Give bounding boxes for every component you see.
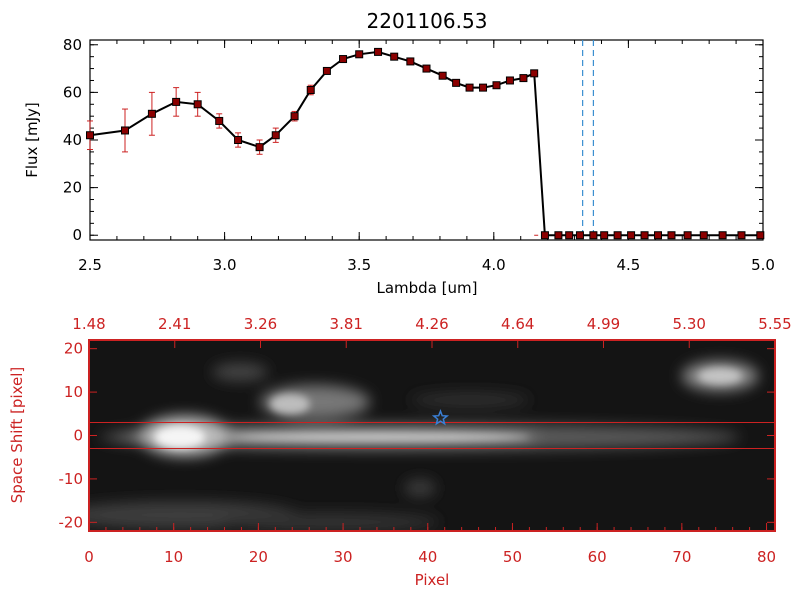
image-top-tick-label: 1.48	[72, 315, 105, 333]
spectrum-data-point	[438, 71, 447, 80]
image-y-tick-label: -20	[59, 513, 84, 531]
spectrum-x-tick-label: 4.5	[616, 256, 640, 274]
image-y-tick-label: 10	[64, 383, 83, 401]
spectrum-data-point	[756, 231, 765, 240]
spectrum-data-point	[600, 231, 609, 240]
image-x-ticks: 0 10 20 30 40 50 60 70 80	[84, 523, 776, 566]
spectrum-data-point	[465, 83, 474, 92]
spectrum-data-point	[737, 231, 746, 240]
spectrum-data-point	[290, 112, 299, 121]
spectrum-data-point	[215, 116, 224, 125]
spectrum-data-point	[172, 97, 181, 106]
image-top-tick-label: 4.64	[501, 315, 534, 333]
spectrum-x-tick-label: 4.0	[482, 256, 506, 274]
spectrum-y-ticks: 0 20 40 60 80	[63, 36, 763, 244]
image-top-tick-label: 3.26	[244, 315, 277, 333]
spectrum-data-point	[422, 64, 431, 73]
image-x-tick-label: 40	[418, 548, 437, 566]
spectrum-data-point	[565, 231, 574, 240]
spectrum-data-point	[147, 109, 156, 118]
spectrum-data-point	[554, 231, 563, 240]
spectrum-data-point	[306, 86, 315, 94]
image-x-tick-label: 80	[757, 548, 776, 566]
spectrum-data-point	[322, 66, 331, 75]
image-y-tick-label: -10	[59, 470, 84, 488]
spectrum-data-point	[654, 231, 663, 240]
image-y-ticks: -20 -10 0 10 20	[59, 340, 775, 531]
image-y-tick-label: 0	[73, 427, 83, 445]
spectrum-x-tick-label: 3.5	[347, 256, 371, 274]
spectrum-data-point	[683, 231, 692, 240]
image-top-wavelength-ticks: 1.48 2.41 3.26 3.81 4.26 4.64 4.99 5.30 5.55	[72, 315, 792, 348]
image-top-tick-label: 3.81	[330, 315, 363, 333]
image-top-tick-label: 2.41	[158, 315, 191, 333]
spectrum-x-label: Lambda [um]	[377, 279, 478, 297]
spectrum-data-point	[406, 57, 415, 66]
image-x-tick-label: 0	[84, 548, 94, 566]
spectrum-data-point	[589, 231, 598, 240]
spectrum-x-tick-label: 5.0	[751, 256, 775, 274]
spectrum-data-point	[667, 231, 676, 240]
image-x-tick-label: 30	[334, 548, 353, 566]
spectral-image	[89, 340, 775, 531]
spectrum-data-point	[271, 131, 280, 140]
spectrum-data-point	[120, 126, 129, 135]
spectrum-data-point	[699, 231, 708, 240]
spectrum-y-tick-label: 80	[63, 36, 82, 54]
image-x-tick-label: 50	[503, 548, 522, 566]
spectrum-data-point	[640, 231, 649, 240]
spectrum-y-tick-label: 60	[63, 83, 82, 101]
spectral-image-plot: 0 10 20 30 40 50 60 70 80 -20 -10 0 10 20 1.48 2.41 3.…	[8, 315, 792, 589]
image-x-tick-label: 20	[249, 548, 268, 566]
image-x-tick-label: 70	[672, 548, 691, 566]
image-y-tick-label: 20	[64, 340, 83, 358]
spectrum-data-point	[519, 74, 528, 83]
source-position-marker	[431, 408, 450, 426]
spectrum-data-point	[374, 47, 383, 56]
star-icon	[431, 408, 450, 426]
spectrum-title: 2201106.53	[367, 9, 488, 33]
spectrum-data-point	[627, 231, 636, 240]
spectrum-data-point	[86, 131, 94, 140]
image-top-tick-label: 4.99	[587, 315, 620, 333]
spectrum-data-point	[234, 136, 243, 144]
spectrum-data-point	[339, 55, 348, 64]
spectrum-data-point	[479, 83, 488, 92]
image-top-tick-label: 5.55	[758, 315, 791, 333]
spectrum-data-point	[613, 231, 622, 240]
image-top-tick-label: 4.26	[415, 315, 448, 333]
spectrum-plot: 2201106.53 2.5 3.0 3.5 4.0 4.5 5.0 020406080 …	[23, 9, 775, 297]
spectrum-x-tick-label: 2.5	[78, 256, 102, 274]
spectrum-dashed-lines	[534, 40, 763, 240]
spectrum-y-tick-label: 20	[63, 179, 82, 197]
image-x-tick-label: 60	[588, 548, 607, 566]
image-y-label: Space Shift [pixel]	[8, 367, 26, 504]
image-x-tick-label: 10	[164, 548, 183, 566]
spectrum-data-point	[452, 78, 461, 87]
spectrum-data-point	[255, 143, 264, 152]
spectrum-data-point	[540, 231, 549, 240]
spectrum-y-tick-label: 0	[72, 226, 82, 244]
aperture-lines	[89, 421, 775, 450]
spectrum-x-tick-label: 3.0	[213, 256, 237, 274]
spectrum-data-point	[355, 50, 364, 59]
spectrum-data-point	[530, 69, 539, 78]
image-top-tick-label: 5.30	[673, 315, 706, 333]
spectrum-data-point	[575, 231, 584, 240]
spectrum-markers	[86, 47, 765, 240]
spectrum-error-bars	[87, 49, 538, 155]
spectrum-data-point	[718, 231, 727, 240]
spectrum-data-point	[492, 81, 501, 90]
spectrum-y-tick-label: 40	[63, 131, 82, 149]
image-x-label: Pixel	[415, 571, 450, 589]
spectrum-y-label: Flux [mJy]	[23, 102, 41, 178]
spectrum-data-point	[505, 76, 514, 85]
spectrum-x-ticks: 2.5 3.0 3.5 4.0 4.5 5.0	[78, 40, 775, 274]
spectrum-data-point	[390, 52, 399, 61]
spectrum-line	[89, 50, 761, 237]
spectrum-data-point	[193, 100, 202, 109]
